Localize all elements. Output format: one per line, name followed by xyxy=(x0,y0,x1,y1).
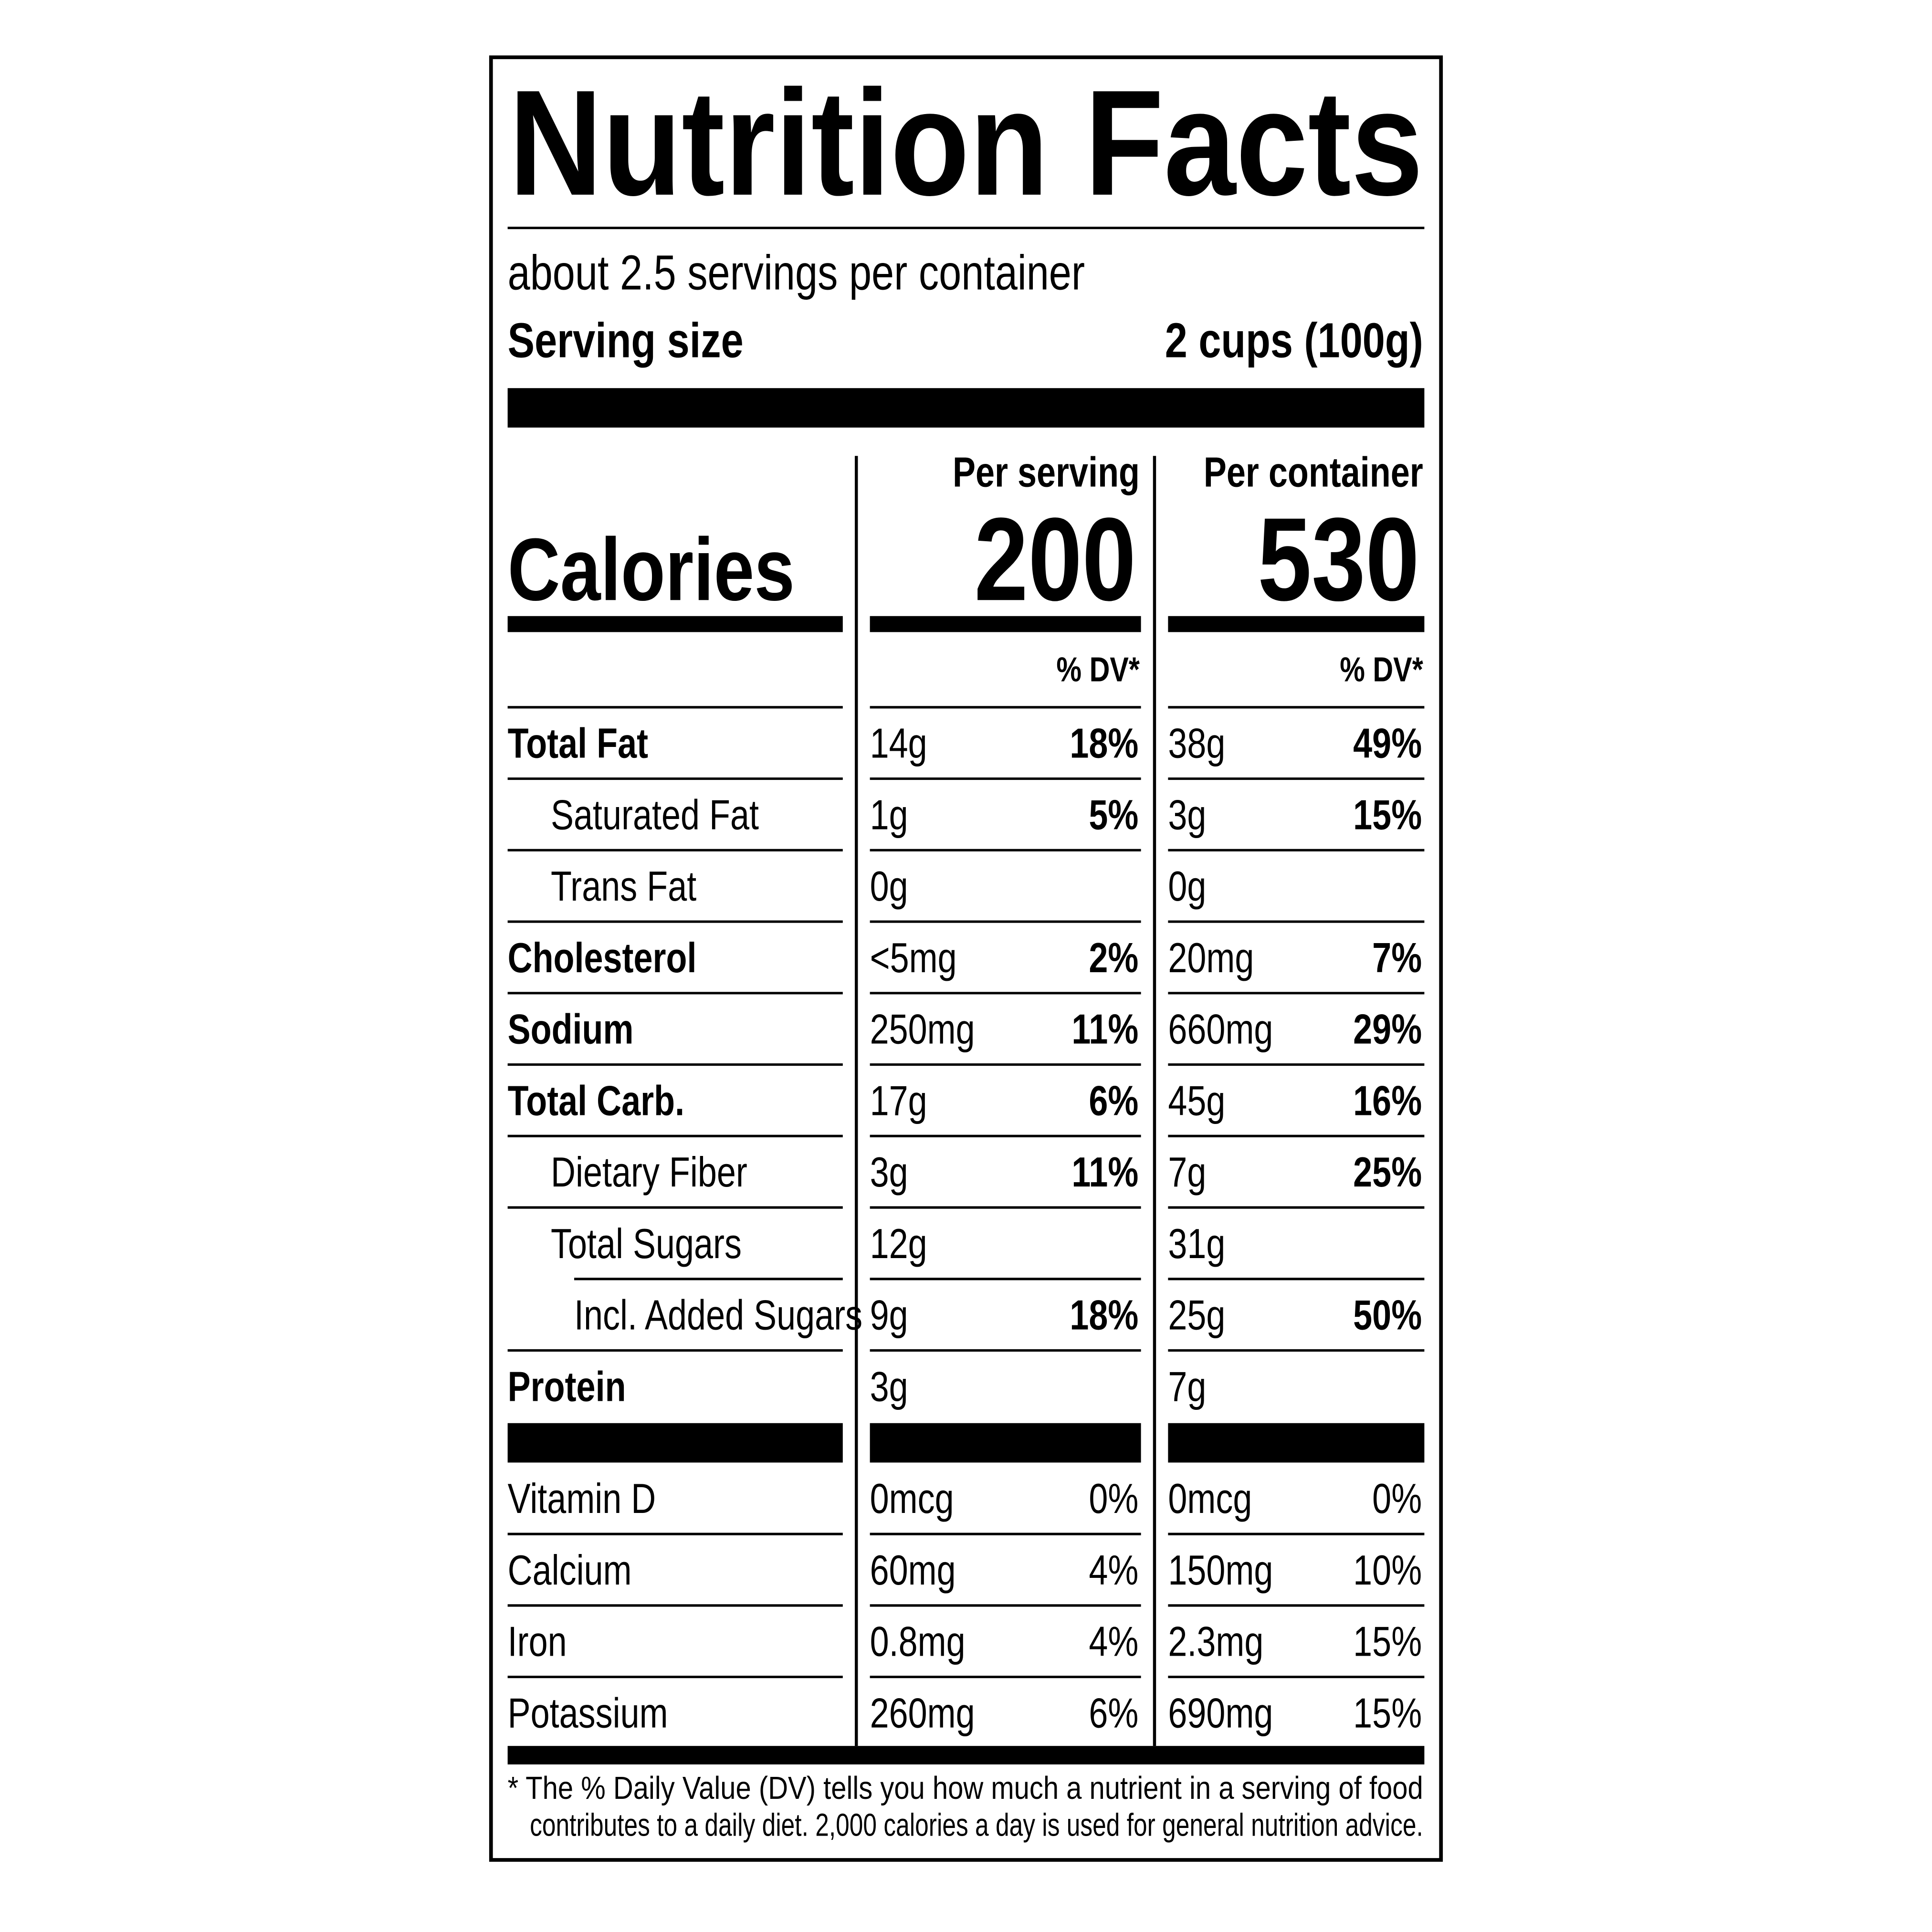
vitamin-name: Iron xyxy=(508,1618,567,1665)
nutrient-dv: 11% xyxy=(1071,1149,1138,1196)
vitamin-amount: 260mg xyxy=(870,1690,975,1737)
vitamin-name: Calcium xyxy=(508,1547,632,1594)
nutrient-amount: 31g xyxy=(1168,1220,1225,1267)
dv-header: % DV* xyxy=(1056,651,1140,689)
vitamin-amount: 0mcg xyxy=(870,1476,954,1522)
vitamin-dv: 0% xyxy=(1089,1476,1138,1522)
nutrient-name: Total Carb. xyxy=(508,1078,685,1124)
nutrient-amount: 45g xyxy=(1168,1078,1225,1124)
nutrient-amount: 25g xyxy=(1168,1292,1225,1339)
vitamin-name: Potassium xyxy=(508,1690,668,1737)
nutrient-amount: 20mg xyxy=(1168,934,1254,981)
nutrient-name: Protein xyxy=(508,1364,626,1410)
footnote: contributes to a daily diet. 2,000 calor… xyxy=(530,1807,1423,1843)
nutrient-dv: 25% xyxy=(1353,1149,1422,1196)
nutrient-amount: 3g xyxy=(870,1364,908,1410)
nutrient-dv: 18% xyxy=(1070,1292,1138,1339)
nutrient-dv: 2% xyxy=(1089,934,1138,981)
nutrient-dv: 29% xyxy=(1353,1006,1422,1053)
vitamin-dv: 15% xyxy=(1353,1618,1422,1665)
vitamin-dv: 6% xyxy=(1089,1690,1138,1737)
nutrient-amount: <5mg xyxy=(870,934,957,981)
nutrient-amount: 12g xyxy=(870,1220,927,1267)
nutrient-name: Total Fat xyxy=(508,720,648,767)
calories-rule xyxy=(507,616,843,632)
servings-per-container: about 2.5 servings per container xyxy=(508,246,1085,301)
nutrient-dv: 7% xyxy=(1372,934,1422,981)
nutrient-amount: 3g xyxy=(1168,792,1206,839)
thick-rule xyxy=(507,388,1425,428)
nutrient-amount: 17g xyxy=(870,1078,927,1124)
nutrient-name: Trans Fat xyxy=(551,863,696,910)
footnote: * The % Daily Value (DV) tells you how m… xyxy=(508,1770,1423,1806)
nutrient-name: Incl. Added Sugars xyxy=(574,1292,862,1339)
nutrient-dv: 6% xyxy=(1089,1078,1138,1124)
nutrient-dv: 5% xyxy=(1089,792,1138,839)
vitamin-name: Vitamin D xyxy=(508,1476,656,1522)
title: Nutrition Facts xyxy=(509,59,1423,227)
nutrient-name: Saturated Fat xyxy=(551,792,759,839)
vitamin-amount: 150mg xyxy=(1168,1547,1273,1594)
nutrient-dv: 15% xyxy=(1353,792,1422,839)
nutrient-amount: 660mg xyxy=(1168,1006,1273,1053)
label-border xyxy=(489,55,1443,1862)
thick-rule xyxy=(507,1746,1425,1764)
nutrient-dv: 18% xyxy=(1070,720,1138,767)
serving-size-label: Serving size xyxy=(508,314,744,368)
nutrient-dv: 11% xyxy=(1071,1006,1138,1053)
serving-size-value: 2 cups (100g) xyxy=(1165,314,1423,368)
thick-rule xyxy=(870,1423,1141,1463)
nutrient-amount: 14g xyxy=(870,720,927,767)
nutrient-name: Total Sugars xyxy=(551,1220,742,1267)
vitamin-amount: 2.3mg xyxy=(1168,1618,1263,1665)
vitamin-dv: 4% xyxy=(1089,1547,1138,1594)
thick-rule xyxy=(507,1423,843,1463)
nutrient-amount: 3g xyxy=(870,1149,908,1196)
nutrient-name: Cholesterol xyxy=(508,934,697,981)
vitamin-amount: 0mcg xyxy=(1168,1476,1252,1522)
column-header: Per serving xyxy=(953,449,1140,496)
vitamin-dv: 4% xyxy=(1089,1618,1138,1665)
vitamin-dv: 15% xyxy=(1353,1690,1422,1737)
nutrient-dv: 16% xyxy=(1353,1078,1422,1124)
nutrient-dv: 49% xyxy=(1353,720,1422,767)
nutrient-name: Dietary Fiber xyxy=(551,1149,747,1196)
nutrient-dv: 50% xyxy=(1353,1292,1422,1339)
nutrient-amount: 7g xyxy=(1168,1149,1206,1196)
nutrient-amount: 1g xyxy=(870,792,908,839)
calories-rule xyxy=(1168,616,1425,632)
vitamin-amount: 0.8mg xyxy=(870,1618,966,1665)
nutrient-amount: 0g xyxy=(1168,863,1206,910)
calories-label: Calories xyxy=(508,520,795,620)
nutrient-amount: 0g xyxy=(870,863,908,910)
thick-rule xyxy=(1168,1423,1425,1463)
column-header: Per container xyxy=(1204,449,1423,496)
vitamin-dv: 0% xyxy=(1372,1476,1422,1522)
calories-rule xyxy=(870,616,1141,632)
vitamin-amount: 690mg xyxy=(1168,1690,1273,1737)
nutrient-name: Sodium xyxy=(508,1006,634,1053)
calories-value: 200 xyxy=(974,494,1136,626)
vitamin-dv: 10% xyxy=(1353,1547,1422,1594)
dv-header: % DV* xyxy=(1340,651,1423,689)
nutrient-amount: 38g xyxy=(1168,720,1225,767)
nutrient-amount: 250mg xyxy=(870,1006,975,1053)
vitamin-amount: 60mg xyxy=(870,1547,956,1594)
nutrient-amount: 9g xyxy=(870,1292,908,1339)
nutrient-amount: 7g xyxy=(1168,1364,1206,1410)
calories-value: 530 xyxy=(1258,494,1419,626)
